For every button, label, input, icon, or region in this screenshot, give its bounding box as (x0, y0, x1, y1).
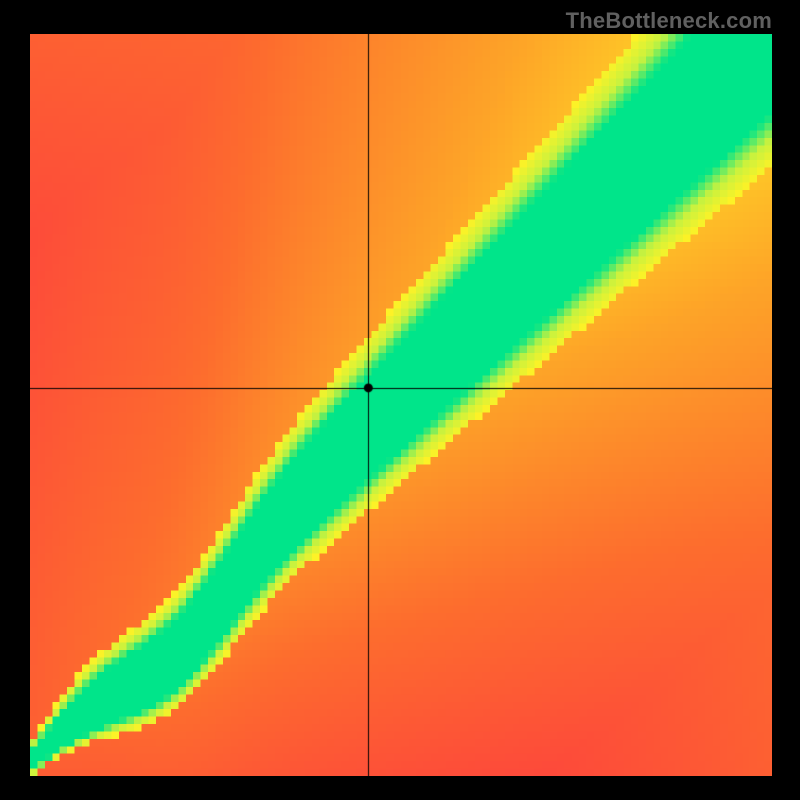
watermark-text: TheBottleneck.com (566, 8, 772, 34)
bottleneck-heatmap (30, 34, 772, 776)
chart-container: { "watermark": { "text": "TheBottleneck.… (0, 0, 800, 800)
